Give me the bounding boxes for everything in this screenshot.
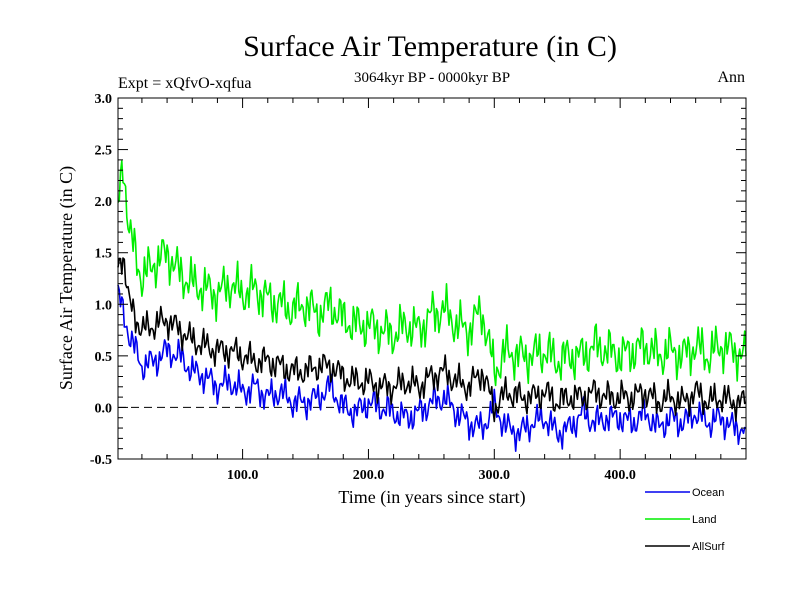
chart-subtitle: 3064kyr BP - 0000kyr BP bbox=[354, 70, 510, 86]
y-tick-label: 2.5 bbox=[95, 144, 113, 159]
plot-area bbox=[117, 160, 747, 453]
axis-ticks bbox=[118, 97, 746, 460]
experiment-label: Expt = xQfvO-xqfua bbox=[118, 75, 251, 92]
legend-label-ocean: Ocean bbox=[692, 487, 724, 499]
y-tick-label: 0.0 bbox=[95, 401, 113, 416]
y-tick-label: 1.0 bbox=[95, 298, 113, 313]
y-tick-label: 2.0 bbox=[95, 195, 113, 210]
season-label: Ann bbox=[717, 69, 745, 86]
plot-frame bbox=[117, 97, 747, 460]
y-tick-label: 0.5 bbox=[95, 350, 113, 365]
series-line-allsurf bbox=[117, 257, 747, 423]
legend-label-land: Land bbox=[692, 514, 716, 526]
x-tick-label: 400.0 bbox=[604, 468, 636, 483]
y-tick-label: -0.5 bbox=[90, 453, 112, 468]
y-tick-label: 1.5 bbox=[95, 247, 113, 262]
x-tick-label: 100.0 bbox=[227, 468, 259, 483]
y-tick-label: 3.0 bbox=[95, 92, 113, 107]
chart-title: Surface Air Temperature (in C) bbox=[243, 30, 617, 63]
x-tick-label: 300.0 bbox=[479, 468, 511, 483]
axis-tick-labels: 100.0 200.0 300.0 400.0 -0.5 0.0 0.5 1.0 1.5 2.0 2… bbox=[90, 92, 636, 483]
legend: Ocean Land AllSurf bbox=[645, 487, 725, 553]
legend-label-allsurf: AllSurf bbox=[692, 541, 725, 553]
series-line-land bbox=[117, 160, 747, 387]
y-axis-label: Surface Air Temperature (in C) bbox=[56, 166, 77, 390]
x-tick-label: 200.0 bbox=[353, 468, 385, 483]
series-line-ocean bbox=[117, 284, 747, 453]
x-axis-label: Time (in years since start) bbox=[338, 487, 525, 508]
